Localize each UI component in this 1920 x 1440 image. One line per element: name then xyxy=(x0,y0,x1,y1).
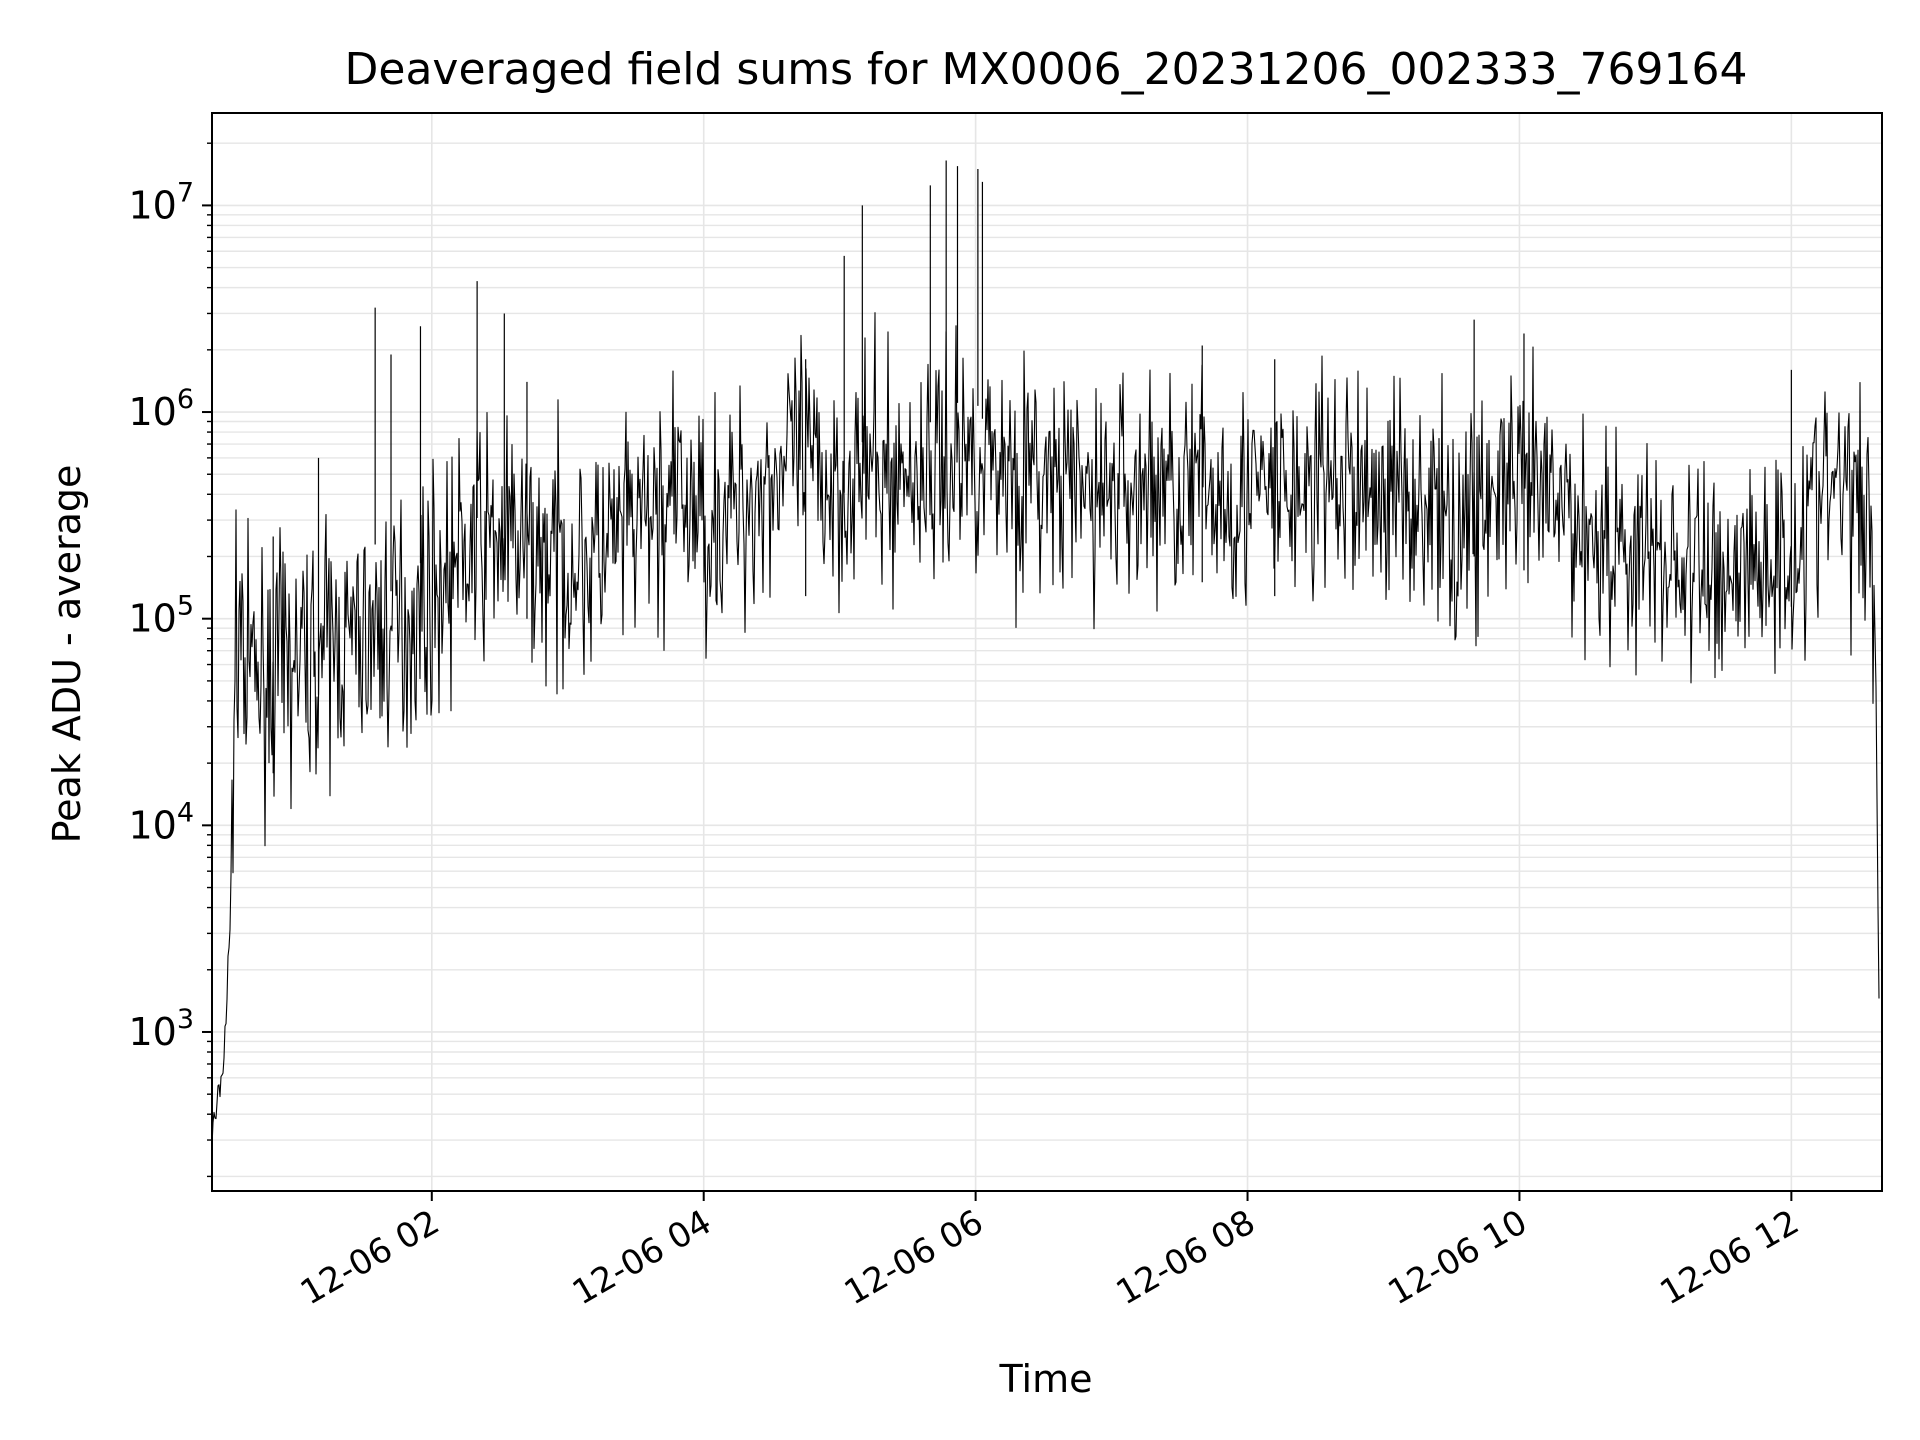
x-axis-label: Time xyxy=(999,1357,1093,1401)
y-tick-label: 107 xyxy=(128,177,194,227)
chart-title: Deaveraged field sums for MX0006_2023120… xyxy=(345,44,1748,95)
y-tick-label: 103 xyxy=(128,1004,194,1054)
axes-frame xyxy=(211,112,1883,1192)
spike-lines xyxy=(272,160,1792,774)
y-tick-label: 105 xyxy=(128,591,194,641)
grid-lines xyxy=(212,113,1882,1191)
y-tick-label: 104 xyxy=(128,797,194,847)
y-axis-label: Peak ADU - average xyxy=(45,465,89,844)
y-tick-label: 106 xyxy=(128,384,194,434)
series-line-peak-adu xyxy=(211,312,1880,1147)
plot-area xyxy=(211,312,1880,1147)
